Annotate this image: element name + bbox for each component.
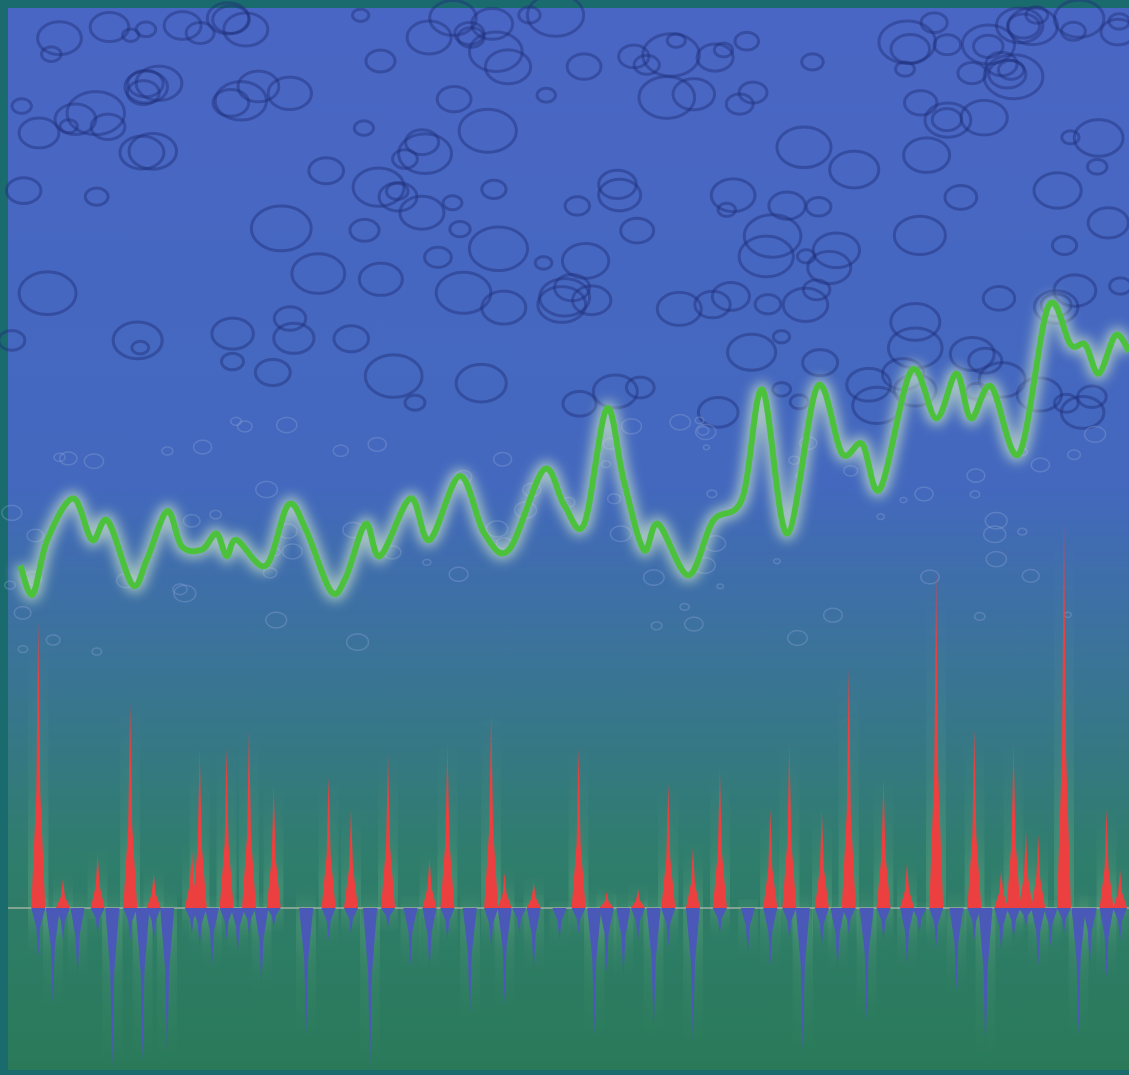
illustration xyxy=(0,0,1129,1075)
page: {"chart_data":[ {"type":"line", "x":[1.1… xyxy=(0,0,1129,1075)
